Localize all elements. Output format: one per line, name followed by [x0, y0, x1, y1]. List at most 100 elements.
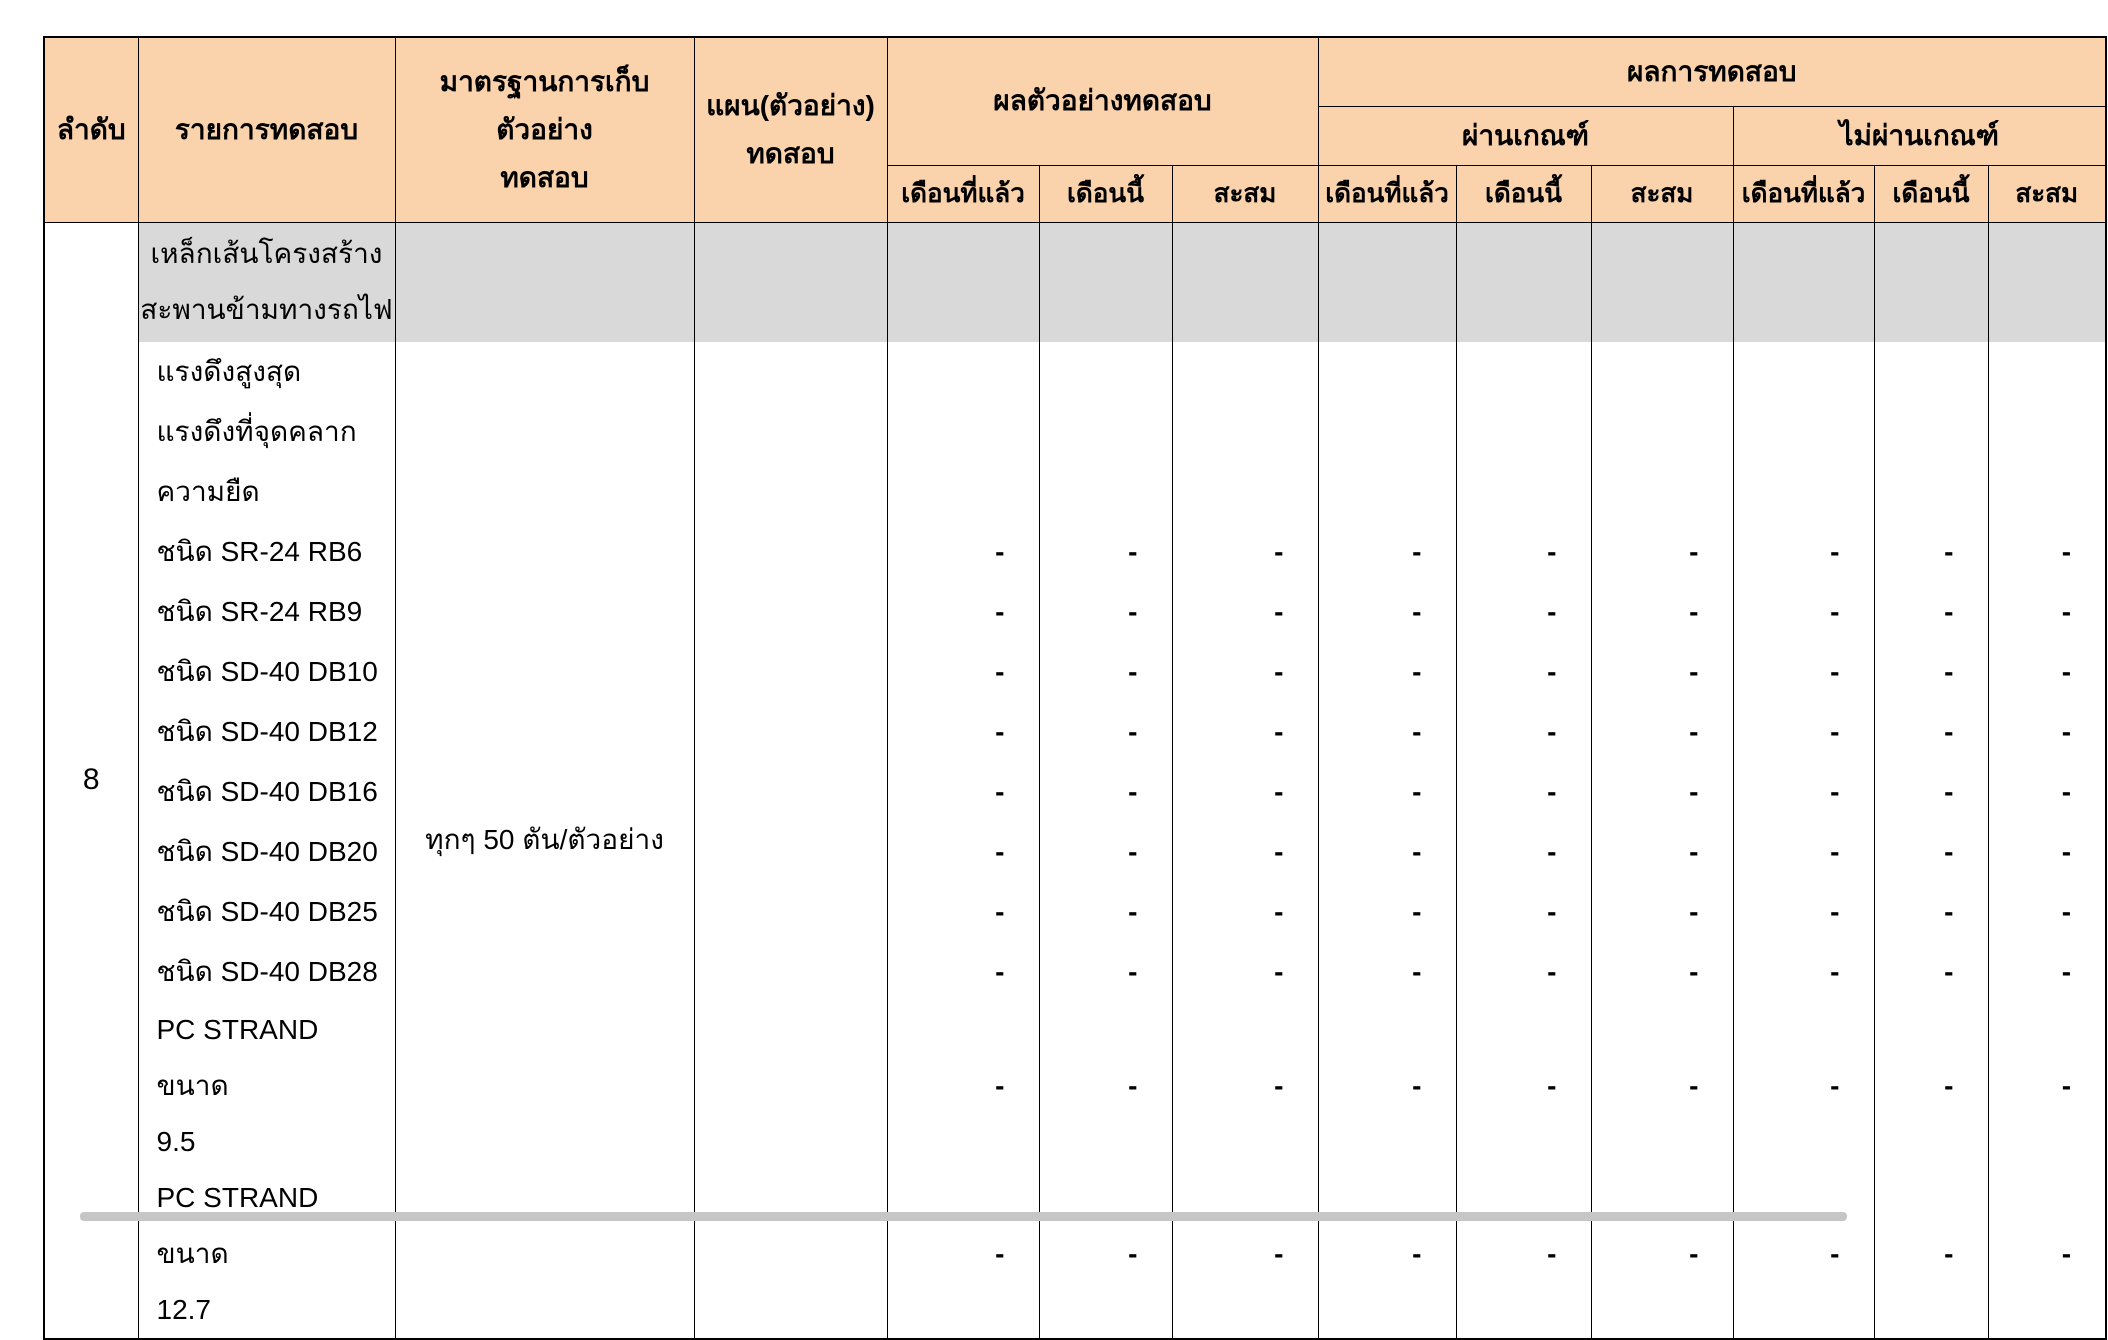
value-cell: -: [1317, 642, 1457, 702]
table-row-group: 8 เหล็กเส้นโครงสร้าง สะพานข้ามทางรถไฟ: [43, 222, 2107, 1339]
header-test-item: รายการทดสอบ: [137, 36, 396, 223]
value-cell: -: [1038, 522, 1173, 582]
value-cell: -: [1732, 882, 1875, 942]
value-cell: -: [1038, 702, 1173, 762]
value-cell: -: [1455, 1170, 1592, 1339]
value-cell: -: [1317, 762, 1457, 822]
table-row: ชนิด SR-24 RB9- - - - - - - - -: [44, 582, 2107, 642]
value-cell: [886, 402, 1040, 462]
value-cell: -: [886, 642, 1040, 702]
value-cell: -: [1873, 642, 1989, 702]
table-row: ชนิด SD-40 DB28- - - - - - - - -: [44, 942, 2107, 1002]
value-cell: [1317, 342, 1457, 402]
table-row: ชนิด SR-24 RB6- - - - - - - - -: [44, 522, 2107, 582]
value-cell: [1455, 342, 1592, 402]
value-cell: -: [886, 762, 1040, 822]
value-cell: -: [1732, 822, 1875, 882]
sampling-standard-value: ทุกๆ 50 ตัน/ตัวอย่าง: [394, 342, 695, 1339]
value-cell: -: [1590, 1002, 1734, 1170]
table-body: 8 เหล็กเส้นโครงสร้าง สะพานข้ามทางรถไฟ แรงด…: [43, 222, 2107, 1339]
table-row: PC STRAND ขนาด 9.5- - - - - - - - -: [44, 1002, 2107, 1170]
value-cell: -: [1317, 702, 1457, 762]
value-cell: -: [1455, 1002, 1592, 1170]
table-row: ชนิด SD-40 DB10- - - - - - - - -: [44, 642, 2107, 702]
value-cell: -: [1455, 582, 1592, 642]
test-item-label: ชนิด SD-40 DB20: [137, 822, 396, 882]
value-cell: -: [1732, 1002, 1875, 1170]
value-cell: [1873, 342, 1989, 402]
subheader-pass-last-month: เดือนที่แล้ว: [1317, 164, 1457, 223]
group-row-label: เหล็กเส้นโครงสร้าง สะพานข้ามทางรถไฟ: [137, 222, 396, 342]
group-row-empty-cell: [1987, 222, 2107, 342]
header-group-pass: ผ่านเกณฑ์: [1317, 105, 1734, 166]
value-cell: [1038, 462, 1173, 522]
value-cell: [1038, 342, 1173, 402]
table-row: ชนิด SD-40 DB25- - - - - - - - -: [44, 882, 2107, 942]
group-row-empty-cell: [1038, 222, 1173, 342]
value-cell: [886, 462, 1040, 522]
value-cell: -: [1590, 882, 1734, 942]
test-item-label: แรงดึงสูงสุด: [137, 342, 396, 402]
value-cell: [1455, 402, 1592, 462]
value-cell: -: [1455, 702, 1592, 762]
value-cell: -: [1987, 702, 2107, 762]
test-item-label: แรงดึงที่จุดคลาก: [137, 402, 396, 462]
value-cell: [1987, 402, 2107, 462]
value-cell: [1171, 462, 1319, 522]
value-cell: [1732, 462, 1875, 522]
value-cell: -: [1873, 822, 1989, 882]
value-cell: -: [1171, 642, 1319, 702]
value-cell: [1590, 342, 1734, 402]
value-cell: -: [1873, 1002, 1989, 1170]
row-number: 8: [43, 222, 139, 1339]
value-cell: -: [886, 582, 1040, 642]
value-cell: -: [1171, 942, 1319, 1002]
table-row: ชนิด SD-40 DB12- - - - - - - - -: [44, 702, 2107, 762]
value-cell: -: [1455, 642, 1592, 702]
test-item-label: ความยืด: [137, 462, 396, 522]
value-cell: -: [1732, 762, 1875, 822]
value-cell: -: [1038, 1002, 1173, 1170]
value-cell: -: [1171, 1170, 1319, 1339]
value-cell: [1171, 402, 1319, 462]
page: ลำดับ รายการทดสอบ มาตรฐานการเก็บตัวอย่าง…: [43, 36, 2108, 1340]
test-item-label: PC STRAND ขนาด 12.7: [137, 1170, 396, 1339]
table-row: ความยืด: [44, 462, 2107, 522]
value-cell: -: [1873, 942, 1989, 1002]
value-cell: [1987, 462, 2107, 522]
test-plan-value: [693, 342, 888, 1339]
group-row-empty-cell: [693, 222, 888, 342]
subheader-sample-this-month: เดือนนี้: [1038, 164, 1173, 223]
value-cell: [1590, 402, 1734, 462]
value-cell: -: [1590, 822, 1734, 882]
value-cell: -: [1987, 882, 2107, 942]
value-cell: -: [1455, 522, 1592, 582]
value-cell: -: [1873, 522, 1989, 582]
horizontal-scrollbar[interactable]: [80, 1212, 1847, 1221]
value-cell: -: [1171, 582, 1319, 642]
value-cell: -: [1987, 822, 2107, 882]
value-cell: -: [886, 702, 1040, 762]
value-cell: [1732, 402, 1875, 462]
value-cell: -: [886, 822, 1040, 882]
test-report-table: ลำดับ รายการทดสอบ มาตรฐานการเก็บตัวอย่าง…: [43, 36, 2108, 1340]
value-cell: -: [1590, 942, 1734, 1002]
test-item-label: ชนิด SD-40 DB12: [137, 702, 396, 762]
value-cell: -: [1873, 582, 1989, 642]
value-cell: -: [1873, 762, 1989, 822]
value-cell: -: [1171, 762, 1319, 822]
test-item-label: ชนิด SR-24 RB6: [137, 522, 396, 582]
value-cell: -: [1317, 882, 1457, 942]
table-header: ลำดับ รายการทดสอบ มาตรฐานการเก็บตัวอย่าง…: [43, 36, 2107, 223]
value-cell: -: [1732, 702, 1875, 762]
group-row-empty-cell: [1317, 222, 1457, 342]
value-cell: -: [1038, 582, 1173, 642]
value-cell: -: [1590, 762, 1734, 822]
value-cell: -: [1317, 1170, 1457, 1339]
value-cell: -: [1732, 642, 1875, 702]
value-cell: -: [1038, 1170, 1173, 1339]
table-row: แรงดึงที่จุดคลาก: [44, 402, 2107, 462]
value-cell: -: [1987, 582, 2107, 642]
value-cell: -: [1732, 522, 1875, 582]
value-cell: -: [1987, 642, 2107, 702]
